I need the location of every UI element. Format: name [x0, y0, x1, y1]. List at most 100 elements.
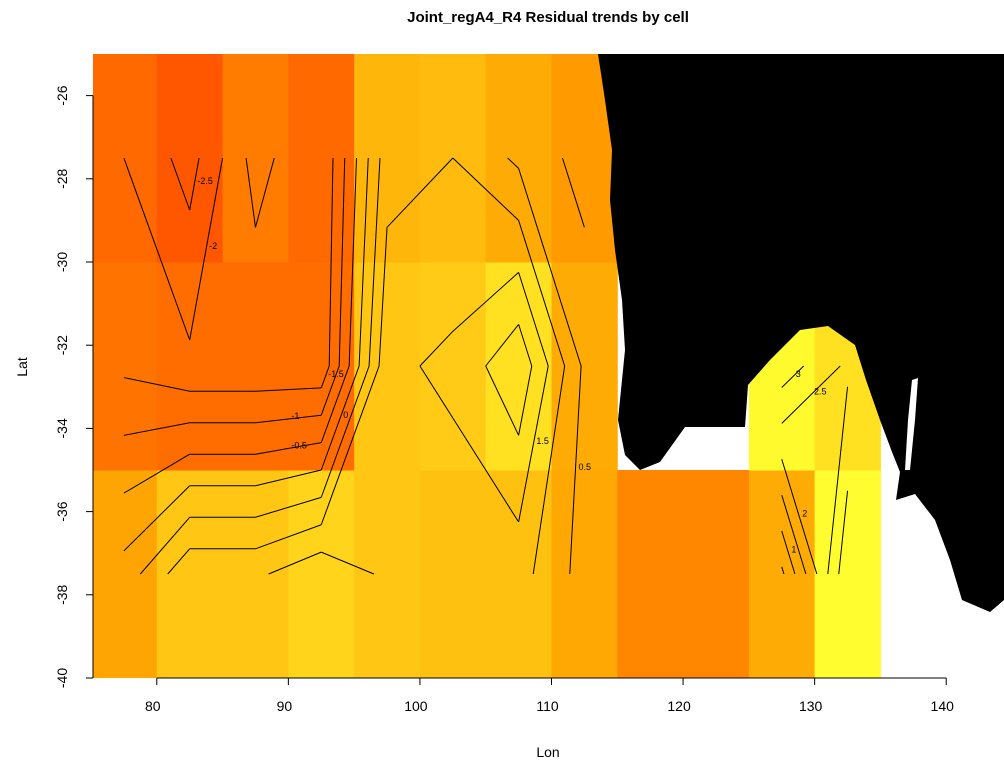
contour-label: -1: [291, 411, 299, 421]
cell: [93, 54, 158, 263]
x-axis-title: Lon: [536, 744, 559, 760]
contour-line: [781, 459, 818, 575]
contour-line: [507, 157, 519, 169]
cell: [93, 470, 158, 678]
contour-label: -2.5: [197, 176, 213, 186]
cell: [156, 262, 224, 471]
contour-line: [419, 365, 454, 419]
contour-line: [255, 414, 322, 424]
contour-line: [189, 157, 224, 341]
contour-label: 1.5: [536, 436, 549, 446]
contour-line: [320, 365, 330, 389]
cell: [683, 470, 750, 678]
x-tick-label: 90: [277, 698, 293, 714]
contour-line: [123, 422, 190, 436]
cell: [354, 470, 421, 678]
cell: [288, 54, 355, 263]
contour-label: 0: [343, 410, 348, 420]
contour-line: [139, 516, 191, 575]
contour-line: [255, 469, 322, 487]
contour-line: [452, 417, 520, 523]
contour-label: -2: [209, 241, 217, 251]
contour-line: [123, 377, 190, 392]
cell: [485, 54, 552, 263]
contour-line: [419, 330, 454, 367]
contour-line: [518, 272, 549, 367]
cell: [156, 470, 224, 678]
y-tick-label: -36: [54, 501, 70, 521]
contour-line: [532, 365, 566, 575]
contour-line: [485, 324, 519, 367]
contour-line: [320, 365, 340, 416]
contour-line: [268, 551, 322, 575]
contour-line: [328, 157, 334, 367]
contour-line: [123, 157, 191, 341]
x-tick-label: 110: [536, 698, 559, 714]
cell: [288, 262, 355, 471]
contour-line: [518, 365, 533, 436]
cell: [748, 470, 816, 678]
y-tick-label: -40: [54, 668, 70, 688]
cell: [222, 262, 289, 471]
contour-line: [485, 365, 520, 436]
land: [598, 54, 1004, 612]
cell: [551, 470, 618, 678]
contour-line: [123, 453, 190, 494]
contour-line: [123, 485, 191, 552]
contour-line: [452, 272, 519, 332]
contour-line: [827, 386, 849, 575]
contour-line: [338, 157, 346, 367]
contour-line: [254, 157, 275, 228]
contour-line: [255, 524, 322, 550]
contour-line: [569, 365, 582, 575]
y-axis-title: Lat: [14, 357, 30, 377]
cell: [551, 262, 618, 471]
contour-line: [321, 551, 375, 575]
contour-label: 2.5: [814, 387, 827, 397]
contour-line: [245, 157, 256, 228]
contour-line: [781, 365, 805, 388]
y-tick-label: -26: [54, 85, 70, 105]
contour-line: [386, 157, 454, 228]
cell: [288, 470, 355, 678]
cell: [354, 262, 421, 471]
x-tick-label: 80: [145, 698, 161, 714]
plot-area: -2.5-2-1.5-1-0.500.511.522.53: [93, 54, 1004, 678]
y-tick-label: -30: [54, 252, 70, 272]
contour-line: [320, 365, 350, 443]
contours: -2.5-2-1.5-1-0.500.511.522.53: [123, 157, 849, 575]
contour-line: [781, 530, 796, 575]
x-tick-label: 140: [931, 698, 955, 714]
contour-line: [452, 157, 519, 221]
cell: [617, 470, 684, 678]
cell: [156, 54, 224, 263]
chart-title: Joint_regA4_R4 Residual trends by cell: [407, 9, 689, 26]
contour-line: [838, 490, 849, 575]
cell: [419, 262, 487, 471]
contour-line: [781, 494, 807, 575]
contour-line: [320, 365, 380, 525]
x-tick-label: 130: [799, 698, 823, 714]
contour-line: [320, 365, 360, 471]
contour-line: [781, 365, 841, 424]
y-tick-label: -32: [54, 335, 70, 355]
axes: 80 90 100 110 120 130 140-40-38-36-34-32-30-28…: [54, 85, 954, 714]
contour-label: 0.5: [578, 462, 591, 472]
contour-line: [320, 365, 370, 498]
cell: [485, 470, 552, 678]
contour-line: [378, 227, 388, 367]
contour-line: [518, 324, 533, 367]
contour-line: [368, 157, 381, 367]
contour-line: [781, 566, 785, 575]
y-tick-label: -34: [54, 418, 70, 438]
contour-label: -0.5: [291, 440, 307, 450]
contour-line: [348, 157, 357, 367]
contour-line: [170, 157, 191, 211]
y-tick-label: -38: [54, 584, 70, 604]
x-tick-label: 100: [404, 698, 428, 714]
cell: [222, 470, 289, 678]
contour-label: 3: [796, 369, 801, 379]
contour-line: [255, 442, 322, 455]
